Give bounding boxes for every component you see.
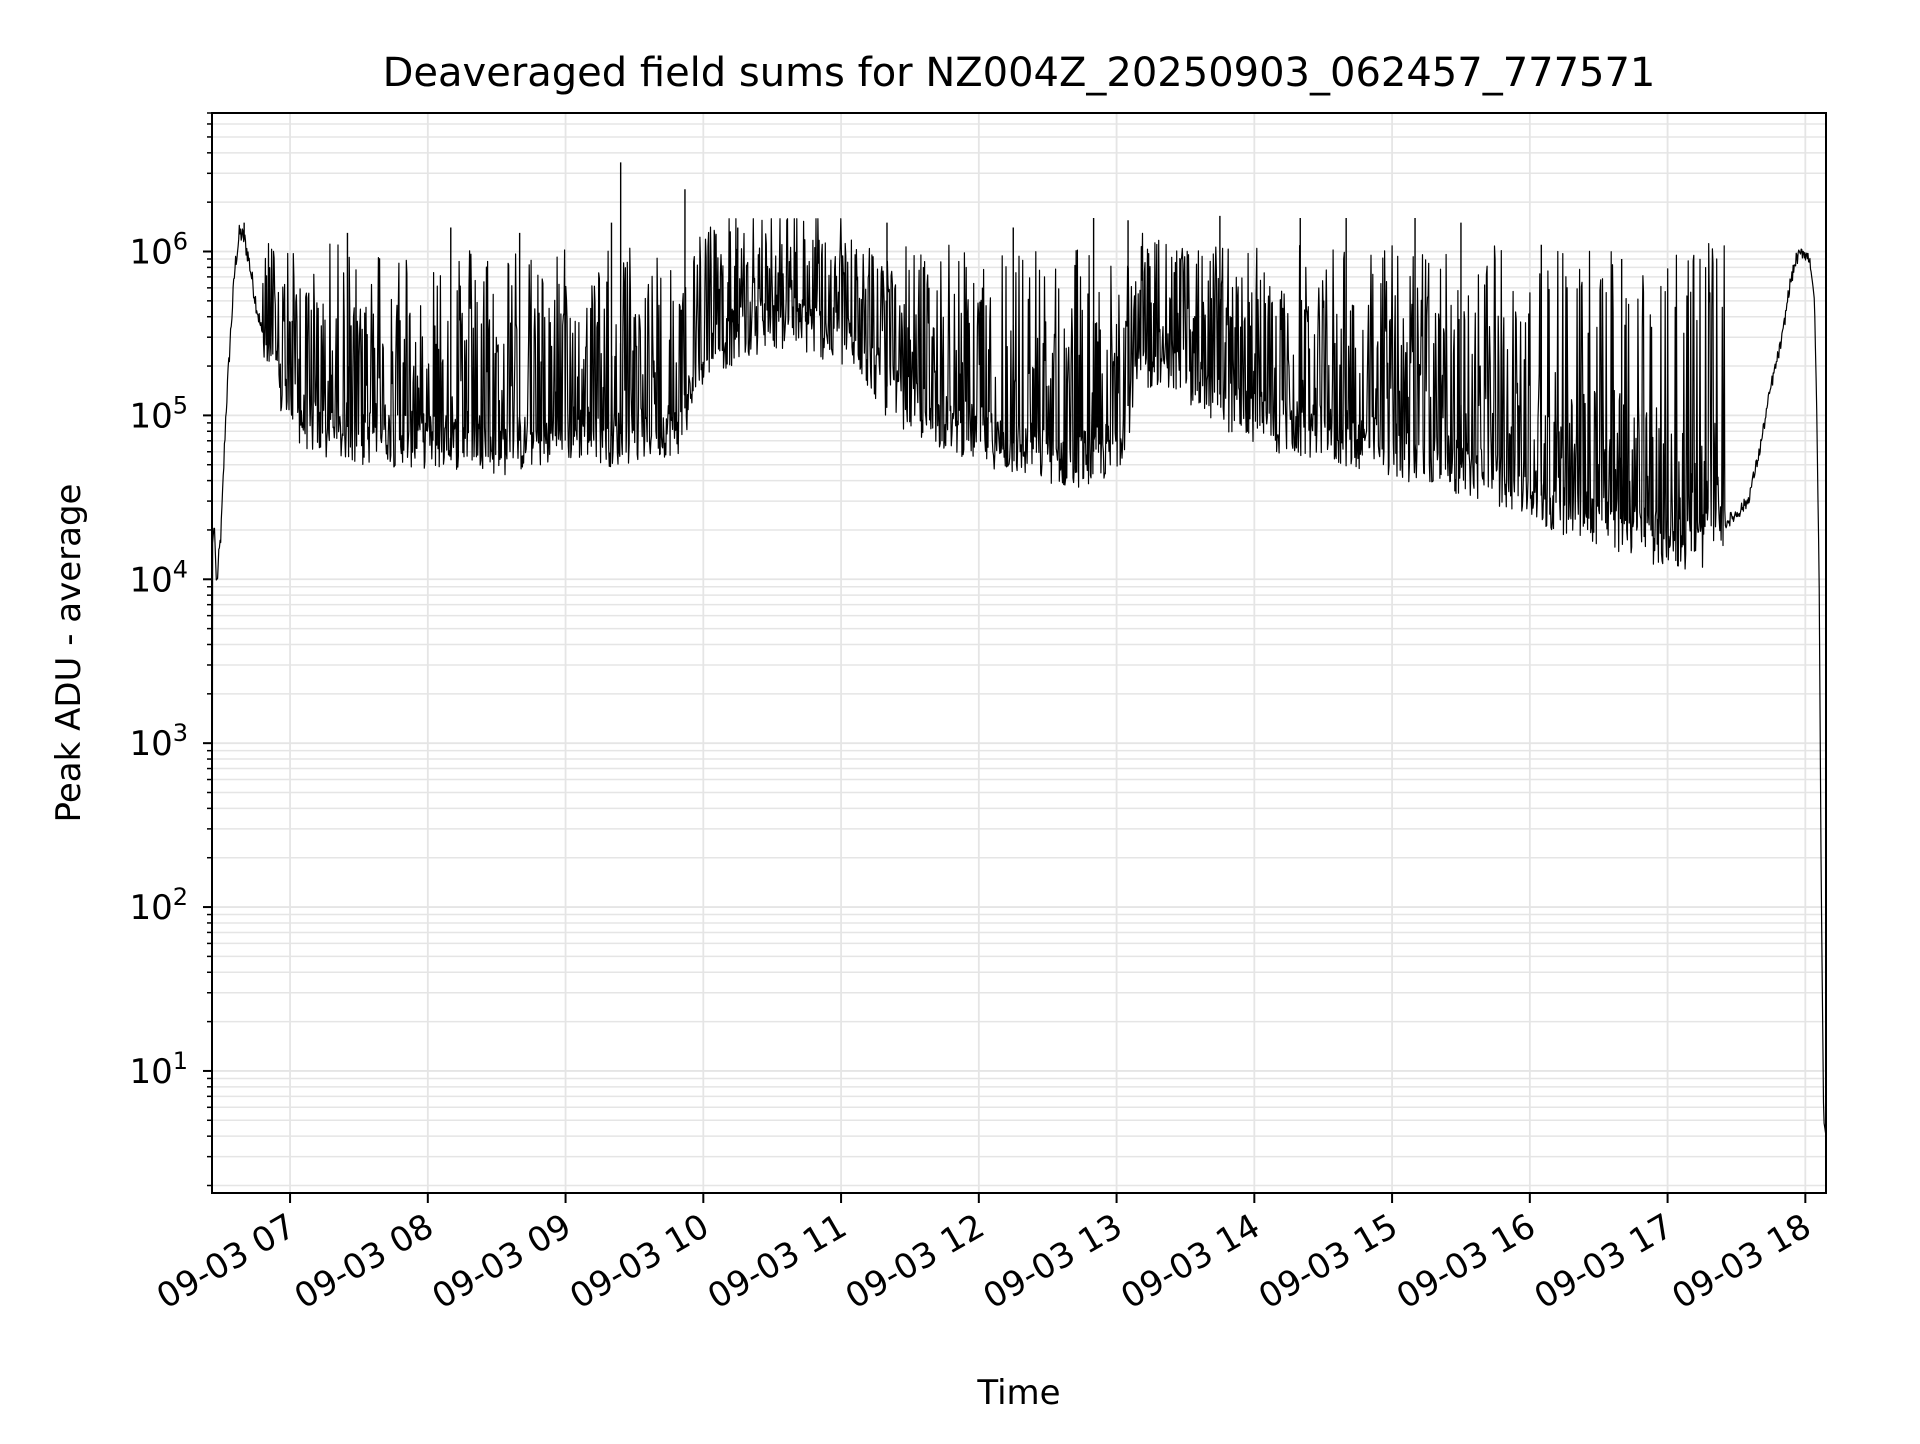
y-tick-label: 106 — [129, 228, 188, 273]
x-axis-label: Time — [976, 1373, 1060, 1413]
y-tick-label: 103 — [129, 719, 188, 764]
y-tick-label: 101 — [129, 1047, 188, 1092]
series-line — [211, 218, 1827, 1186]
chart-title: Deaveraged field sums for NZ004Z_2025090… — [383, 50, 1656, 96]
y-axis-label: Peak ADU - average — [49, 484, 89, 823]
y-tick-label: 105 — [129, 391, 188, 436]
data-layer — [211, 162, 1827, 1186]
y-tick-label: 104 — [129, 555, 188, 600]
plot-frame — [211, 112, 1827, 1194]
y-tick-label: 102 — [129, 883, 188, 928]
